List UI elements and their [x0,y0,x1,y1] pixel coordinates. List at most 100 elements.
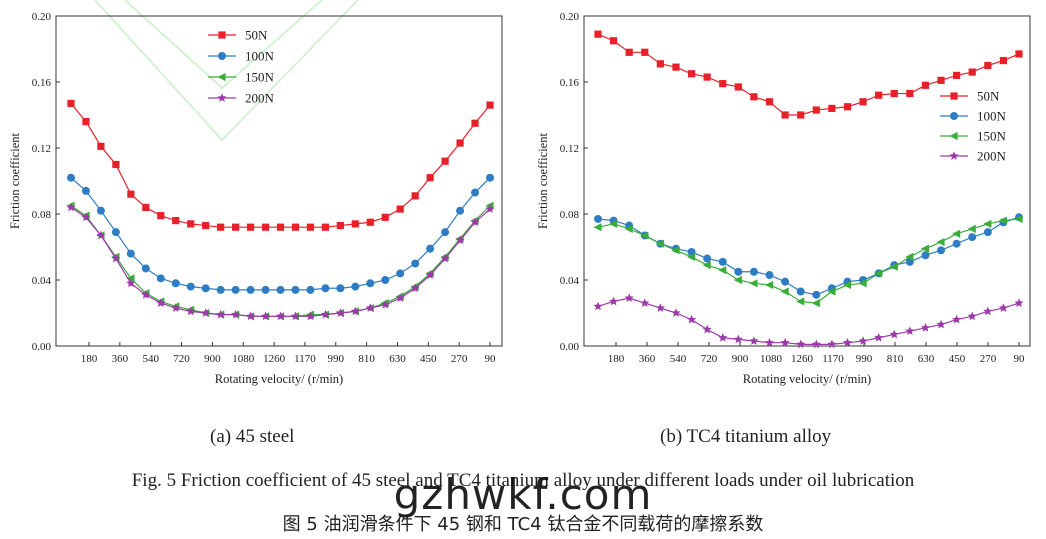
x-tick-label: 1170 [822,353,844,365]
data-point [486,101,494,109]
legend-label: 200N [245,91,275,106]
data-point [291,223,300,231]
data-point [290,311,301,321]
data-point [96,230,106,240]
decor-chevron-outer [94,0,359,142]
data-point [171,279,180,288]
data-point [232,223,240,231]
data-point [156,274,165,283]
x-tick-label: 720 [173,353,190,365]
data-point [246,223,255,231]
data-point [186,306,196,316]
x-tick-label: 540 [670,353,687,365]
data-point [764,280,774,290]
data-point [410,283,420,293]
data-point [733,275,742,285]
legend-entry: 200N [940,149,1007,164]
data-point [703,73,711,81]
data-point [952,314,962,324]
data-point [456,206,465,215]
data-point [411,192,419,200]
y-axis-label: Friction coefficient [536,133,550,229]
data-point [127,190,135,198]
x-tick-label: 270 [451,353,468,365]
x-tick-label: 270 [980,353,997,365]
series-line [597,216,1020,296]
x-tick-label: 720 [701,353,718,365]
data-point [983,219,992,228]
data-point [186,282,195,291]
x-axis-label: Rotating velocity/ (r/min) [743,372,871,386]
data-point [608,219,618,228]
data-point [703,254,712,263]
y-tick-label: 0.12 [560,143,579,155]
decor-chevron-inner [124,0,323,90]
data-point [202,221,210,230]
x-tick-label: 1080 [760,353,783,365]
series-line [597,33,1020,116]
data-point [276,223,285,231]
data-point [593,301,603,311]
data-point [231,309,241,319]
data-point [920,323,931,332]
data-point [471,188,480,197]
data-point [1015,50,1023,58]
data-point [201,308,211,317]
data-point [350,306,360,316]
y-tick-label: 0.16 [32,77,52,89]
data-point [828,104,836,112]
x-tick-label: 990 [328,353,345,365]
data-point [351,282,360,291]
data-point [260,311,271,321]
data-point [172,217,180,225]
data-point [827,339,837,349]
data-point [812,106,820,114]
data-point [811,339,821,349]
data-point [656,60,664,68]
data-point [655,303,665,312]
data-point [171,303,181,312]
data-point [67,99,75,108]
data-point [426,174,434,182]
x-tick-label: 180 [608,353,625,365]
data-point [780,337,790,347]
x-tick-label: 630 [918,353,935,365]
data-point [858,279,867,288]
chart-a: 0.00 0.04 0.08 0.12 0.16 0.20 180 360 540 720 900 1… [8,11,503,386]
y-tick-label: 0.08 [32,209,52,221]
legend-entry: 100N [940,109,1007,124]
data-point [749,279,758,288]
data-point [968,68,976,76]
data-point [733,334,743,344]
data-point [780,287,789,296]
data-point [640,231,649,240]
data-point [734,267,743,276]
data-point [734,83,742,91]
data-point [998,303,1008,312]
x-tick-label: 1080 [232,353,255,365]
data-point [921,251,930,260]
data-point [126,278,136,288]
legend-entry: 200N [208,91,275,106]
data-point [336,221,344,230]
legend-marker [950,112,958,120]
legend-marker [217,72,226,82]
x-tick-label: 990 [856,353,873,365]
x-tick-label: 630 [389,353,406,365]
y-tick-label: 0.20 [560,11,580,23]
data-point [874,332,884,342]
data-point [889,262,898,271]
data-point [702,261,711,270]
series-100N [67,173,494,294]
data-point [719,80,727,88]
data-point [335,308,345,317]
data-point [321,284,330,293]
data-point [609,296,619,306]
x-tick-label: 1260 [263,353,286,365]
series-line [597,297,1020,345]
data-point [781,111,789,119]
data-point [750,93,758,101]
data-point [641,48,649,56]
data-point [485,204,495,213]
y-tick-label: 0.00 [560,341,580,353]
